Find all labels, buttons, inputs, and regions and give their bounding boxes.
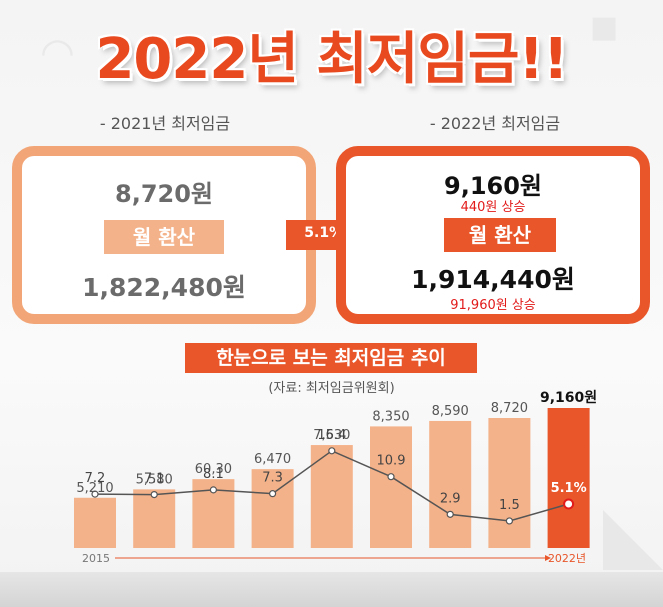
bar-6 xyxy=(429,420,472,548)
chart-source: (자료: 최저임금위원회) xyxy=(268,381,395,396)
left-column-label: - 2021년 최저임금 xyxy=(99,114,231,133)
bar-label-6: 8,590 xyxy=(432,404,469,419)
x-start-label: 2015 xyxy=(82,552,110,565)
monthly-2022: 1,914,440원 xyxy=(411,265,575,294)
rate-point-6 xyxy=(446,510,454,518)
monthly-conversion-badge-2022: 월 환산 xyxy=(444,218,556,252)
rate-label-0: 7.2 xyxy=(85,471,106,486)
wage-2021-box: 8,720원 월 환산 1,822,480원 xyxy=(12,146,316,324)
rate-label-3: 7.3 xyxy=(262,471,283,486)
bar-0 xyxy=(74,497,116,548)
rate-point-5 xyxy=(387,473,395,481)
hourly-rise-2022: 440원 상승 xyxy=(460,200,526,215)
page-title: 2022년 최저임금!! xyxy=(95,27,568,92)
monthly-2021: 1,822,480원 xyxy=(82,273,246,302)
hourly-2021: 8,720원 xyxy=(115,180,213,208)
bar-7 xyxy=(488,418,531,548)
wage-2022-box: 9,160원 440원 상승 월 환산 1,914,440원 91,960원 상… xyxy=(336,146,650,324)
wage-trend-chart: 5,210 5,580 60,30 6,470 7,530 8,350 8,590 8,720… xyxy=(74,390,597,565)
rate-label-5: 10.9 xyxy=(377,454,406,469)
rate-point-1 xyxy=(150,490,158,499)
bar-label-1: 5,580 xyxy=(136,472,173,487)
bar-label-5: 8,350 xyxy=(372,409,409,424)
bar-label-2: 60,30 xyxy=(195,462,232,477)
rate-point-4 xyxy=(328,447,336,455)
rate-point-2 xyxy=(209,486,217,494)
bar-label-8: 9,160원 xyxy=(540,390,597,406)
square-decoration-icon: ■ xyxy=(590,10,619,45)
hourly-2022: 9,160원 xyxy=(444,172,542,200)
rate-label-2: 8.1 xyxy=(203,467,224,482)
rate-label-8: 5.1% xyxy=(551,481,587,496)
monthly-rise-2022: 91,960원 상승 xyxy=(450,298,536,313)
bar-1 xyxy=(133,489,176,548)
rate-point-8 xyxy=(563,498,575,510)
rate-label-4: 16.4 xyxy=(317,428,346,443)
rate-point-0 xyxy=(91,490,99,498)
right-column-label: - 2022년 최저임금 xyxy=(429,114,561,133)
bar-5 xyxy=(370,426,412,548)
bar-4 xyxy=(310,445,353,548)
bar-3 xyxy=(251,469,294,548)
page-fold xyxy=(603,510,663,570)
bar-label-3: 6,470 xyxy=(254,452,291,467)
bottom-strip xyxy=(0,572,663,607)
bar-label-7: 8,720 xyxy=(491,401,528,416)
rate-label-1: 7.1 xyxy=(144,472,165,487)
bar-label-4: 7,530 xyxy=(313,428,350,443)
bar-8 xyxy=(547,408,590,548)
monthly-conversion-badge-2021: 월 환산 xyxy=(104,220,224,254)
rate-point-7 xyxy=(505,517,513,525)
x-end-label: 2022년 xyxy=(548,552,586,565)
wifi-decoration-icon: ◠ xyxy=(40,30,75,76)
x-axis-arrow-icon xyxy=(545,555,551,561)
rate-label-6: 2.9 xyxy=(440,491,461,506)
rate-label-7: 1.5 xyxy=(499,498,520,513)
chart-title: 한눈으로 보는 최저임금 추이 xyxy=(185,343,477,373)
rate-point-3 xyxy=(269,490,277,498)
bar-label-0: 5,210 xyxy=(76,481,113,496)
